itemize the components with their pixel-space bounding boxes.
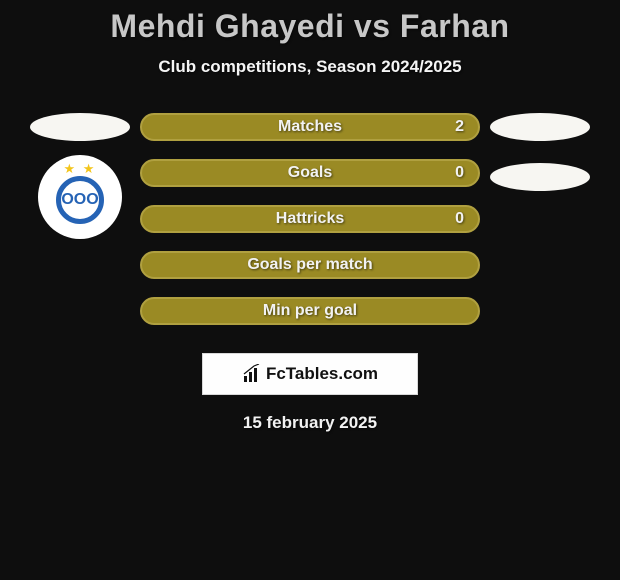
badge-rings-icon: OOO <box>61 191 98 209</box>
footer-text: FcTables.com <box>266 364 378 384</box>
stat-bar-goals: Goals 0 <box>140 159 480 187</box>
stats-column: Matches 2 Goals 0 Hattricks 0 Goals per … <box>140 113 480 325</box>
date-line: 15 february 2025 <box>243 413 377 433</box>
right-player-oval <box>490 113 590 141</box>
stat-bar-matches: Matches 2 <box>140 113 480 141</box>
stat-bar-hattricks: Hattricks 0 <box>140 205 480 233</box>
page-subtitle: Club competitions, Season 2024/2025 <box>158 57 461 77</box>
left-column: ★ ★ OOO <box>20 113 140 239</box>
stat-label: Goals per match <box>247 256 372 274</box>
stat-label: Hattricks <box>276 210 344 228</box>
badge-inner-circle: OOO <box>56 176 104 224</box>
footer-attribution: FcTables.com <box>202 353 418 395</box>
stat-value: 0 <box>455 164 464 182</box>
right-club-oval <box>490 163 590 191</box>
badge-stars-icon: ★ ★ <box>64 161 97 177</box>
stats-area: ★ ★ OOO Matches 2 Goals 0 Hattricks 0 Go… <box>0 113 620 325</box>
stat-label: Min per goal <box>263 302 357 320</box>
stat-label: Goals <box>288 164 332 182</box>
stat-bar-min-per-goal: Min per goal <box>140 297 480 325</box>
left-club-badge: ★ ★ OOO <box>38 155 122 239</box>
stat-value: 2 <box>455 118 464 136</box>
left-player-oval <box>30 113 130 141</box>
stat-bar-goals-per-match: Goals per match <box>140 251 480 279</box>
chart-icon <box>242 364 262 384</box>
stat-value: 0 <box>455 210 464 228</box>
infographic-container: Mehdi Ghayedi vs Farhan Club competition… <box>0 0 620 580</box>
right-column <box>480 113 600 191</box>
page-title: Mehdi Ghayedi vs Farhan <box>110 8 509 45</box>
stat-label: Matches <box>278 118 342 136</box>
